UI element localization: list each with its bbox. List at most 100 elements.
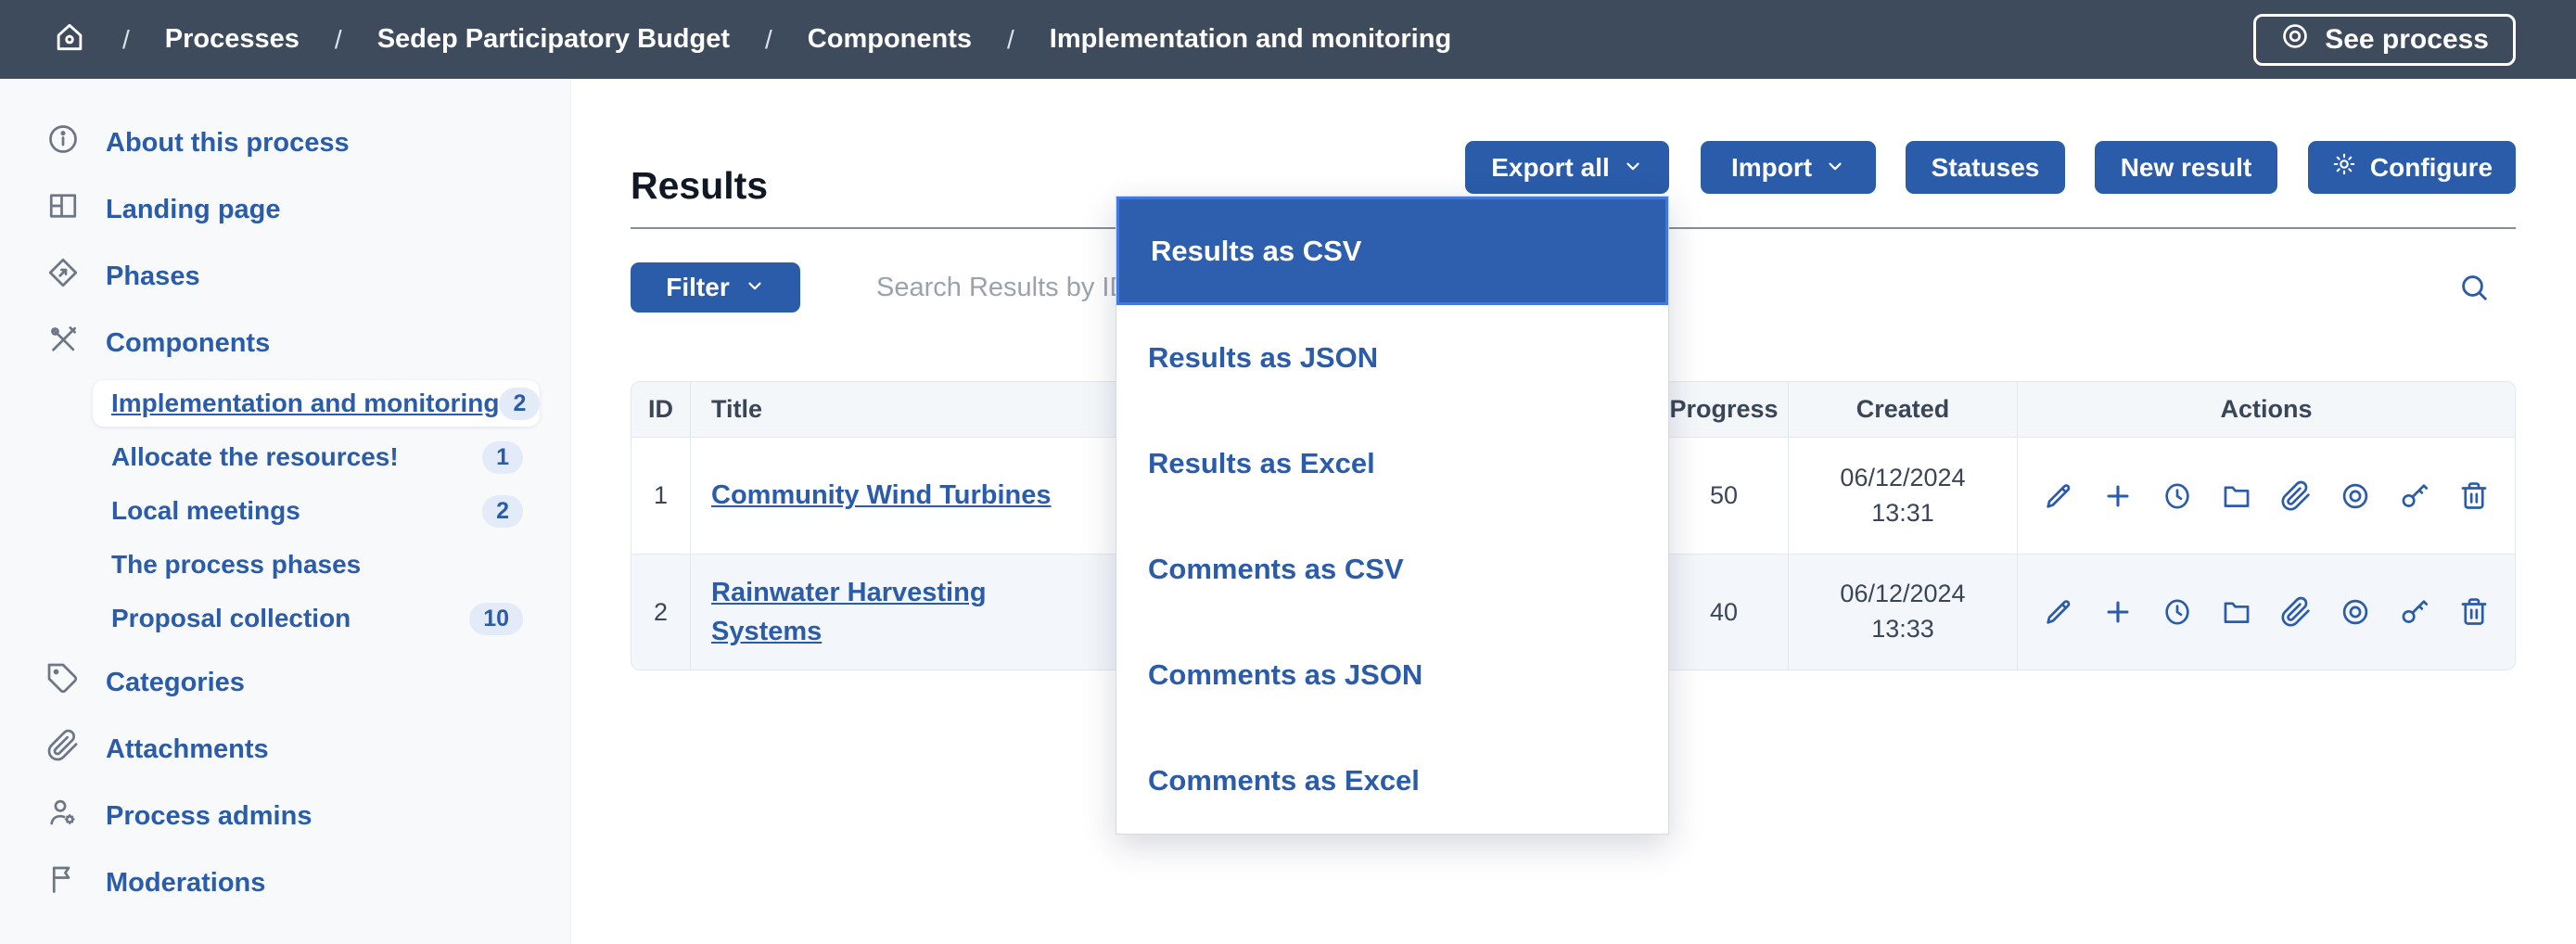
- sidebar-item-process-admins[interactable]: Process admins: [0, 783, 570, 849]
- configure-button[interactable]: Configure: [2308, 141, 2516, 194]
- breadcrumb-separator: /: [765, 24, 772, 54]
- page-title: Results: [631, 164, 769, 208]
- see-process-button[interactable]: See process: [2253, 13, 2516, 66]
- new-result-button[interactable]: New result: [2095, 141, 2277, 194]
- statuses-button[interactable]: Statuses: [1906, 141, 2065, 194]
- created-time: 13:31: [1871, 498, 1934, 527]
- filter-label: Filter: [666, 273, 730, 301]
- menu-item-results-as-json[interactable]: Results as JSON: [1116, 305, 1668, 411]
- topbar: / Processes / Sedep Participatory Budget…: [0, 0, 2576, 79]
- count-badge: 10: [469, 602, 523, 635]
- actions-cell: [2018, 555, 2515, 670]
- plus-icon[interactable]: [2102, 596, 2134, 628]
- sidebar-item-about[interactable]: About this process: [0, 109, 570, 176]
- home-gear-icon[interactable]: [52, 19, 87, 59]
- chevron-down-icon: [745, 273, 765, 302]
- flag-icon: [46, 862, 80, 903]
- sidebar-item-categories[interactable]: Categories: [0, 649, 570, 716]
- search-icon[interactable]: [2457, 271, 2491, 309]
- key-icon[interactable]: [2399, 596, 2430, 628]
- layout-icon: [46, 189, 80, 230]
- sidebar-subitem-label: Allocate the resources!: [111, 442, 399, 471]
- attachment-icon[interactable]: [2280, 596, 2312, 628]
- sidebar-subitem-proposal-collection[interactable]: Proposal collection 10: [93, 592, 540, 645]
- result-title-link[interactable]: Rainwater Harvesting Systems: [711, 577, 987, 646]
- sidebar-item-components[interactable]: Components: [0, 310, 570, 376]
- sidebar-item-attachments[interactable]: Attachments: [0, 716, 570, 783]
- column-header-actions: Actions: [2220, 395, 2313, 423]
- column-header-id: ID: [631, 382, 691, 437]
- sidebar-subitem-allocate-the-resources[interactable]: Allocate the resources! 1: [93, 430, 540, 484]
- breadcrumb-current-component[interactable]: Implementation and monitoring: [1049, 24, 1452, 54]
- sidebar-subitem-implementation-and-monitoring[interactable]: Implementation and monitoring 2: [93, 380, 541, 427]
- tools-icon: [46, 323, 80, 364]
- trash-icon[interactable]: [2458, 480, 2490, 512]
- user-gear-icon: [46, 796, 80, 836]
- count-badge: 1: [482, 440, 523, 474]
- direction-diamond-icon: [46, 256, 80, 297]
- chevron-down-icon: [1825, 153, 1845, 183]
- sidebar-item-label: Components: [106, 327, 271, 358]
- export-all-button[interactable]: Export all: [1465, 141, 1669, 194]
- column-header-progress: Progress: [1660, 382, 1789, 437]
- result-id: 1: [631, 438, 691, 554]
- menu-item-comments-as-json[interactable]: Comments as JSON: [1116, 622, 1668, 728]
- sidebar-subitem-label: Proposal collection: [111, 604, 351, 632]
- edit-pencil-icon[interactable]: [2043, 596, 2074, 628]
- sidebar-item-moderations[interactable]: Moderations: [0, 849, 570, 916]
- edit-pencil-icon[interactable]: [2043, 480, 2074, 512]
- result-created: 06/12/2024 13:33: [1840, 577, 1965, 647]
- breadcrumb-processes[interactable]: Processes: [164, 24, 300, 54]
- sidebar-item-label: Categories: [106, 667, 245, 697]
- sidebar-subitem-local-meetings[interactable]: Local meetings 2: [93, 484, 540, 538]
- result-created: 06/12/2024 13:31: [1840, 461, 1965, 531]
- column-header-title: Title: [691, 382, 1660, 437]
- gear-icon: [2331, 151, 2357, 184]
- created-date: 06/12/2024: [1840, 463, 1966, 491]
- record-circle-icon[interactable]: [2340, 480, 2371, 512]
- clock-icon[interactable]: [2162, 480, 2193, 512]
- sidebar-item-phases[interactable]: Phases: [0, 243, 570, 310]
- trash-icon[interactable]: [2458, 596, 2490, 628]
- count-badge: 2: [499, 387, 541, 420]
- attachment-icon[interactable]: [2280, 480, 2312, 512]
- filter-button[interactable]: Filter: [631, 262, 800, 313]
- sidebar-item-label: Attachments: [106, 734, 269, 764]
- breadcrumb-separator: /: [334, 24, 342, 54]
- count-badge: 2: [482, 494, 523, 528]
- sidebar-item-label: Process admins: [106, 800, 312, 831]
- sidebar-item-landing-page[interactable]: Landing page: [0, 176, 570, 243]
- sidebar-item-label: Landing page: [106, 194, 281, 224]
- actions-cell: [2018, 438, 2515, 554]
- key-icon[interactable]: [2399, 480, 2430, 512]
- result-progress: 50: [1660, 438, 1789, 554]
- result-progress: 40: [1660, 555, 1789, 670]
- sidebar-components-sublist: Implementation and monitoring 2 Allocate…: [0, 380, 570, 645]
- export-all-label: Export all: [1491, 152, 1610, 182]
- sidebar-subitem-label: Local meetings: [111, 496, 300, 525]
- sidebar-item-label: Moderations: [106, 867, 266, 898]
- sidebar-subitem-the-process-phases[interactable]: The process phases: [93, 538, 540, 592]
- menu-item-comments-as-csv[interactable]: Comments as CSV: [1116, 517, 1668, 622]
- menu-item-results-as-csv[interactable]: Results as CSV: [1116, 197, 1668, 305]
- column-header-created: Created: [1789, 382, 2018, 437]
- folder-icon[interactable]: [2221, 596, 2252, 628]
- plus-icon[interactable]: [2102, 480, 2134, 512]
- menu-item-comments-as-excel[interactable]: Comments as Excel: [1116, 728, 1668, 834]
- see-process-label: See process: [2325, 23, 2489, 55]
- sidebar-item-label: About this process: [106, 127, 350, 158]
- folder-icon[interactable]: [2221, 480, 2252, 512]
- breadcrumb-components[interactable]: Components: [807, 24, 972, 54]
- record-circle-icon[interactable]: [2340, 596, 2371, 628]
- clock-icon[interactable]: [2162, 596, 2193, 628]
- breadcrumb-process-name[interactable]: Sedep Participatory Budget: [376, 24, 730, 54]
- menu-item-results-as-excel[interactable]: Results as Excel: [1116, 411, 1668, 517]
- created-date: 06/12/2024: [1840, 580, 1966, 608]
- sidebar-subitem-label: Implementation and monitoring: [111, 389, 500, 417]
- import-button[interactable]: Import: [1701, 141, 1876, 194]
- statuses-label: Statuses: [1931, 152, 2040, 182]
- eye-icon: [2280, 21, 2310, 58]
- result-title-link[interactable]: Community Wind Turbines: [711, 480, 1052, 511]
- breadcrumb-separator: /: [122, 24, 130, 54]
- import-label: Import: [1730, 152, 1813, 182]
